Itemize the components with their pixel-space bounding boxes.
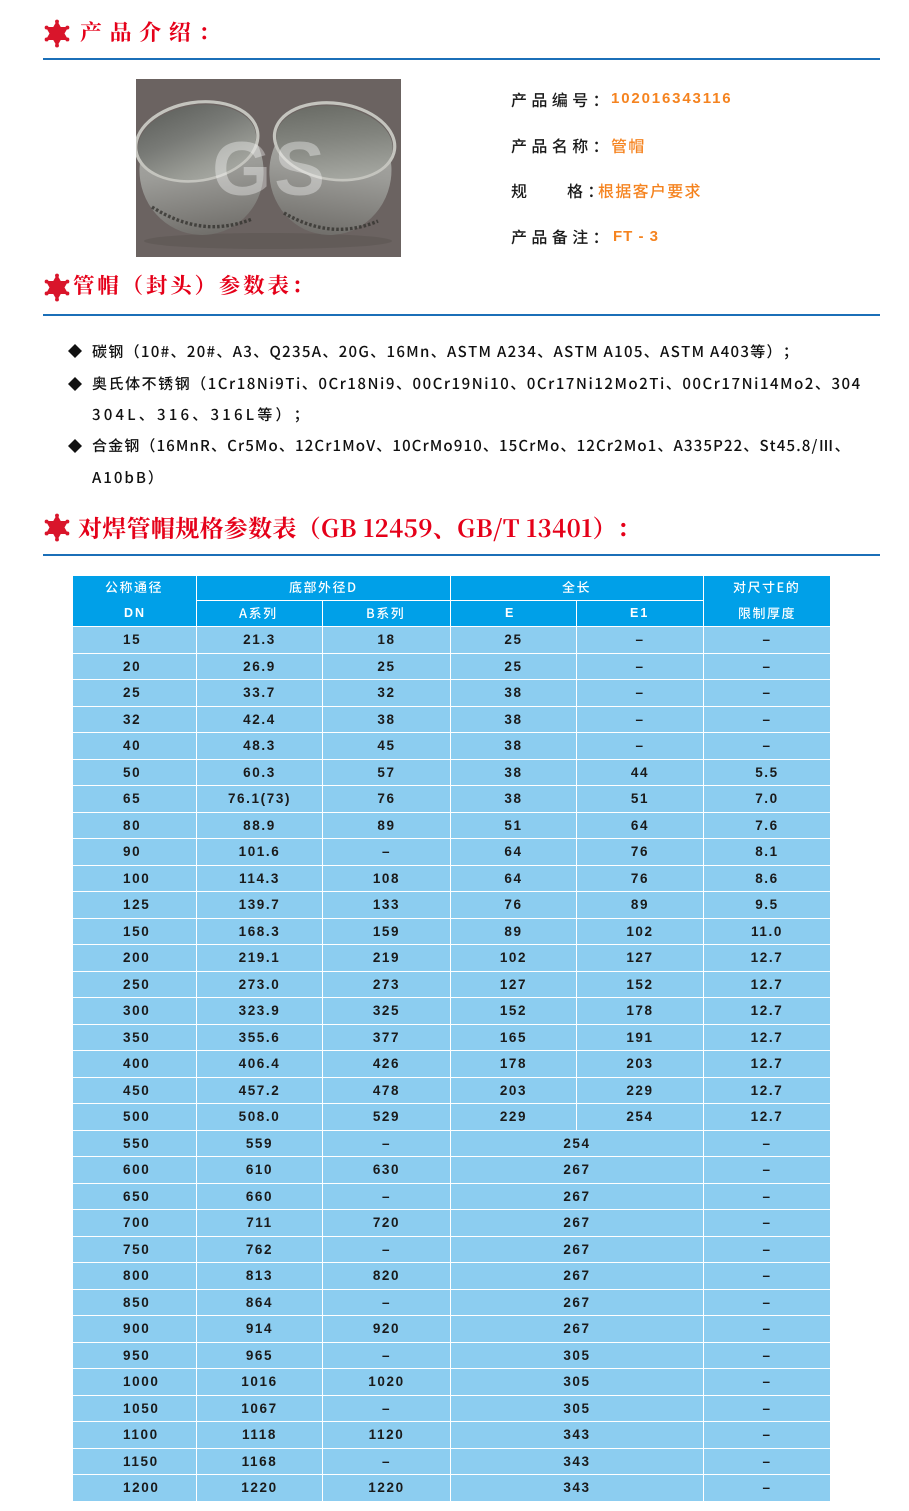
- svg-text:GS: GS: [212, 127, 328, 212]
